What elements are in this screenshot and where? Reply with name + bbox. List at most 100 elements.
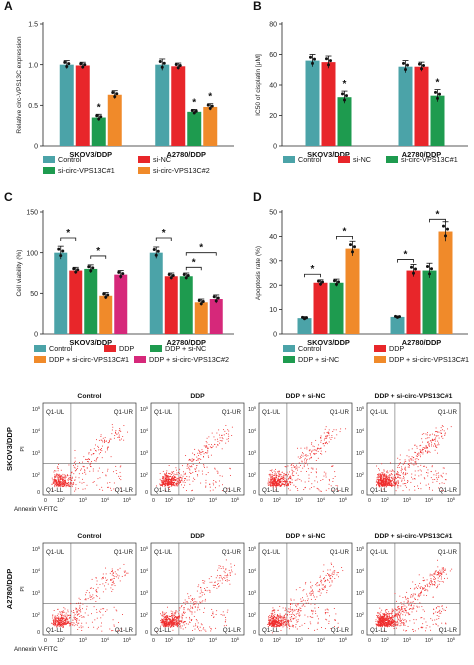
flow-event bbox=[273, 481, 275, 483]
flow-event bbox=[307, 602, 309, 604]
flow-event bbox=[191, 458, 193, 460]
flow-event bbox=[161, 480, 163, 482]
flow-event bbox=[215, 446, 217, 448]
flow-event bbox=[169, 478, 170, 480]
flow-event bbox=[213, 616, 215, 618]
flow-event bbox=[378, 468, 380, 470]
flow-event bbox=[426, 447, 428, 449]
flow-event bbox=[58, 481, 60, 482]
flow-event bbox=[190, 601, 192, 603]
flow-event bbox=[101, 439, 103, 441]
flow-event bbox=[391, 480, 393, 482]
flow-y-tick-label: 103 bbox=[32, 450, 40, 457]
flow-event bbox=[391, 622, 393, 623]
flow-event bbox=[296, 628, 298, 630]
flow-event bbox=[63, 623, 65, 624]
flow-event bbox=[201, 451, 203, 453]
flow-event bbox=[393, 480, 395, 481]
flow-event bbox=[59, 485, 61, 487]
flow-event bbox=[319, 584, 321, 586]
flow-event bbox=[388, 481, 389, 483]
flow-event bbox=[181, 480, 183, 482]
flow-event bbox=[271, 480, 273, 482]
flow-event bbox=[405, 598, 407, 600]
flow-event bbox=[54, 484, 56, 486]
flow-event bbox=[380, 476, 382, 478]
flow-event bbox=[163, 480, 165, 482]
data-point bbox=[111, 91, 115, 95]
flow-event bbox=[282, 622, 284, 624]
flow-event bbox=[97, 445, 99, 447]
flow-event bbox=[176, 623, 177, 625]
flow-event bbox=[217, 472, 219, 474]
flow-event bbox=[78, 626, 80, 628]
flow-event bbox=[56, 481, 58, 483]
flow-event bbox=[305, 461, 307, 463]
flow-event bbox=[272, 477, 274, 479]
flow-event bbox=[402, 608, 404, 610]
flow-event bbox=[67, 483, 69, 485]
flow-event bbox=[387, 624, 389, 626]
flow-event bbox=[77, 622, 79, 624]
flow-event bbox=[199, 458, 201, 460]
flow-event bbox=[402, 473, 404, 475]
flow-event bbox=[304, 457, 306, 459]
flow-event bbox=[93, 481, 95, 483]
flow-event bbox=[197, 449, 199, 451]
flow-event bbox=[436, 480, 438, 482]
quadrant-label-lr: Q1-LR bbox=[331, 487, 350, 494]
flow-event bbox=[310, 586, 312, 588]
flow-event bbox=[404, 459, 406, 461]
flow-event bbox=[406, 482, 408, 483]
flow-event bbox=[390, 622, 392, 624]
flow-event bbox=[275, 481, 277, 483]
flow-event bbox=[391, 625, 393, 627]
data-point bbox=[216, 296, 220, 300]
flow-event bbox=[381, 623, 382, 625]
flow-event bbox=[62, 481, 64, 483]
flow-event bbox=[380, 480, 381, 481]
flow-event bbox=[105, 567, 107, 569]
flow-event bbox=[70, 476, 72, 478]
data-point bbox=[113, 95, 117, 99]
flow-event bbox=[396, 624, 398, 626]
significance-bracket bbox=[304, 273, 321, 278]
flow-event bbox=[161, 618, 162, 620]
flow-event bbox=[271, 477, 273, 479]
flow-event bbox=[397, 479, 399, 481]
flow-y-tick-label: 0 bbox=[253, 490, 256, 496]
flow-event bbox=[283, 621, 285, 623]
flow-event bbox=[389, 622, 391, 624]
flow-event bbox=[389, 482, 391, 484]
flow-event bbox=[420, 451, 422, 453]
flow-event bbox=[192, 480, 194, 482]
flow-event bbox=[275, 622, 277, 624]
flow-event bbox=[62, 476, 63, 478]
data-point bbox=[95, 114, 99, 118]
flow-event bbox=[205, 482, 207, 484]
flow-x-tick-label: 105 bbox=[339, 637, 347, 644]
flow-event bbox=[172, 620, 174, 622]
flow-event bbox=[284, 480, 286, 482]
flow-event bbox=[278, 480, 280, 482]
flow-event bbox=[173, 622, 175, 624]
flow-event bbox=[71, 610, 73, 612]
flow-event bbox=[377, 612, 379, 614]
flow-event bbox=[165, 621, 167, 623]
flow-event bbox=[76, 611, 78, 612]
flow-event bbox=[295, 616, 297, 618]
flow-y-tick-label: 0 bbox=[145, 630, 148, 636]
flow-event bbox=[96, 596, 98, 598]
flow-event bbox=[54, 480, 56, 482]
flow-event bbox=[225, 442, 227, 444]
flow-event bbox=[376, 478, 378, 480]
flow-event bbox=[164, 474, 166, 476]
flow-event bbox=[434, 573, 436, 575]
data-point bbox=[72, 267, 76, 271]
flow-event bbox=[276, 483, 278, 484]
flow-event bbox=[57, 484, 58, 486]
flow-event bbox=[306, 595, 308, 597]
flow-event bbox=[191, 598, 193, 600]
flow-event bbox=[288, 611, 290, 613]
